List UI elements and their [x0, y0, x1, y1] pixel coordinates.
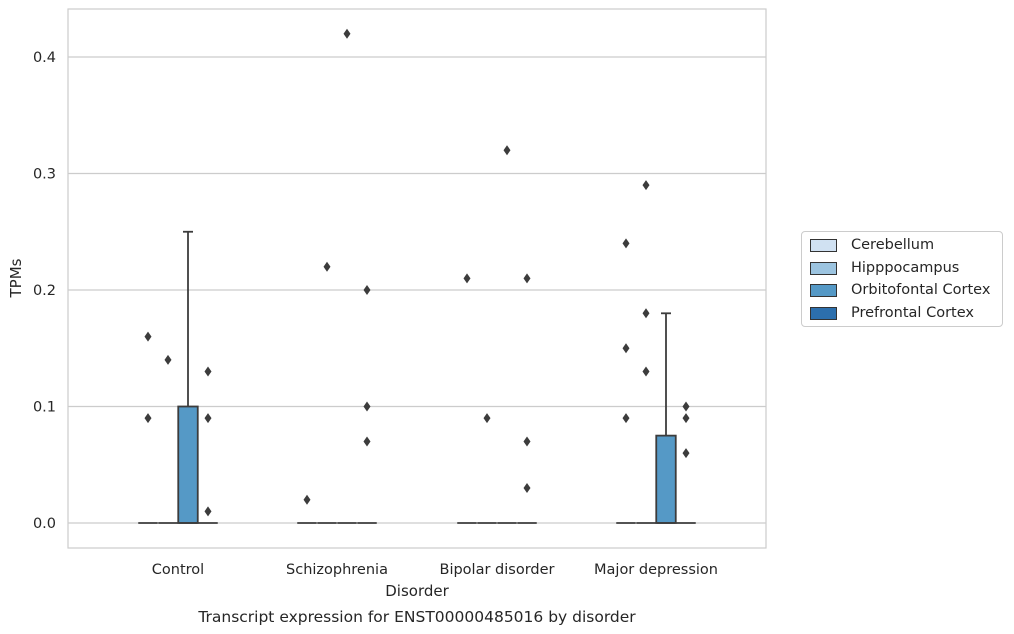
outlier-point: [463, 273, 471, 284]
box: [177, 405, 199, 524]
outlier-point: [323, 261, 331, 272]
outlier-point: [164, 354, 172, 365]
legend-swatch-cerebellum: [810, 238, 837, 252]
outlier-point: [204, 366, 212, 377]
x-axis-label: Disorder: [385, 582, 449, 600]
legend-label: Prefrontal Cortex: [851, 305, 974, 321]
outlier-point: [523, 436, 531, 447]
y-tick-labels: 0.0 0.1 0.2 0.3 0.4: [33, 50, 56, 532]
outlier-point: [204, 506, 212, 517]
legend-item-orbitofrontal: Orbitofontal Cortex: [810, 280, 990, 300]
outlier-point: [523, 483, 531, 494]
x-tick-label: Bipolar disorder: [440, 562, 555, 578]
outlier-point: [682, 401, 690, 412]
outlier-point: [363, 436, 371, 447]
x-tick-labels: Control Schizophrenia Bipolar disorder Majo…: [152, 562, 718, 578]
plot-frame: [67, 8, 767, 549]
outlier-point: [363, 285, 371, 295]
legend-swatch-prefrontal: [810, 306, 837, 320]
legend-label: Orbitofontal Cortex: [851, 282, 991, 298]
outlier-point: [204, 413, 212, 424]
legend-swatch-hippocampus: [810, 261, 837, 275]
outlier-point: [144, 413, 152, 424]
outlier-point: [682, 413, 690, 424]
legend-label: Cerebellum: [851, 237, 935, 253]
y-tick-label: 0.3: [33, 167, 56, 183]
y-tick-label: 0.2: [33, 283, 56, 299]
outlier-point: [642, 366, 650, 377]
y-tick-label: 0.4: [33, 50, 56, 66]
outlier-point: [483, 413, 491, 424]
outlier-point: [682, 448, 690, 459]
x-tick-label: Schizophrenia: [286, 562, 388, 578]
outlier-point: [642, 308, 650, 319]
legend-item-cerebellum: Cerebellum: [810, 235, 934, 255]
chart-marks: [138, 28, 696, 524]
outlier-point: [622, 343, 630, 354]
legend-item-prefrontal: Prefrontal Cortex: [810, 303, 974, 323]
y-tick-label: 0.1: [33, 400, 56, 416]
outlier-point: [622, 413, 630, 424]
outlier-point: [642, 180, 650, 191]
y-tick-label: 0.0: [33, 516, 56, 532]
y-axis-label: TPMs: [7, 258, 25, 298]
outlier-point: [503, 145, 511, 156]
chart-title: Transcript expression for ENST0000048501…: [197, 608, 636, 626]
legend-label: Hipppocampus: [851, 260, 960, 276]
outlier-point: [343, 28, 351, 39]
legend-item-hippocampus: Hipppocampus: [810, 258, 959, 278]
outlier-point: [144, 331, 152, 342]
x-tick-label: Control: [152, 562, 204, 578]
x-tick-label: Major depression: [594, 562, 718, 578]
outlier-point: [523, 273, 531, 284]
box: [655, 434, 677, 524]
outlier-point: [363, 401, 371, 412]
legend: Cerebellum Hipppocampus Orbitofontal Cor…: [801, 231, 1003, 327]
outlier-point: [303, 494, 311, 505]
outlier-point: [622, 238, 630, 249]
legend-swatch-orbitofrontal: [810, 283, 837, 297]
